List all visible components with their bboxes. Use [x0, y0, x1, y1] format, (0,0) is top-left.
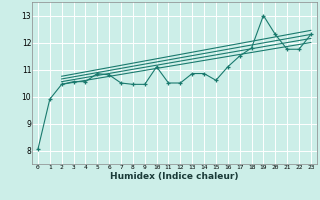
- X-axis label: Humidex (Indice chaleur): Humidex (Indice chaleur): [110, 172, 239, 181]
